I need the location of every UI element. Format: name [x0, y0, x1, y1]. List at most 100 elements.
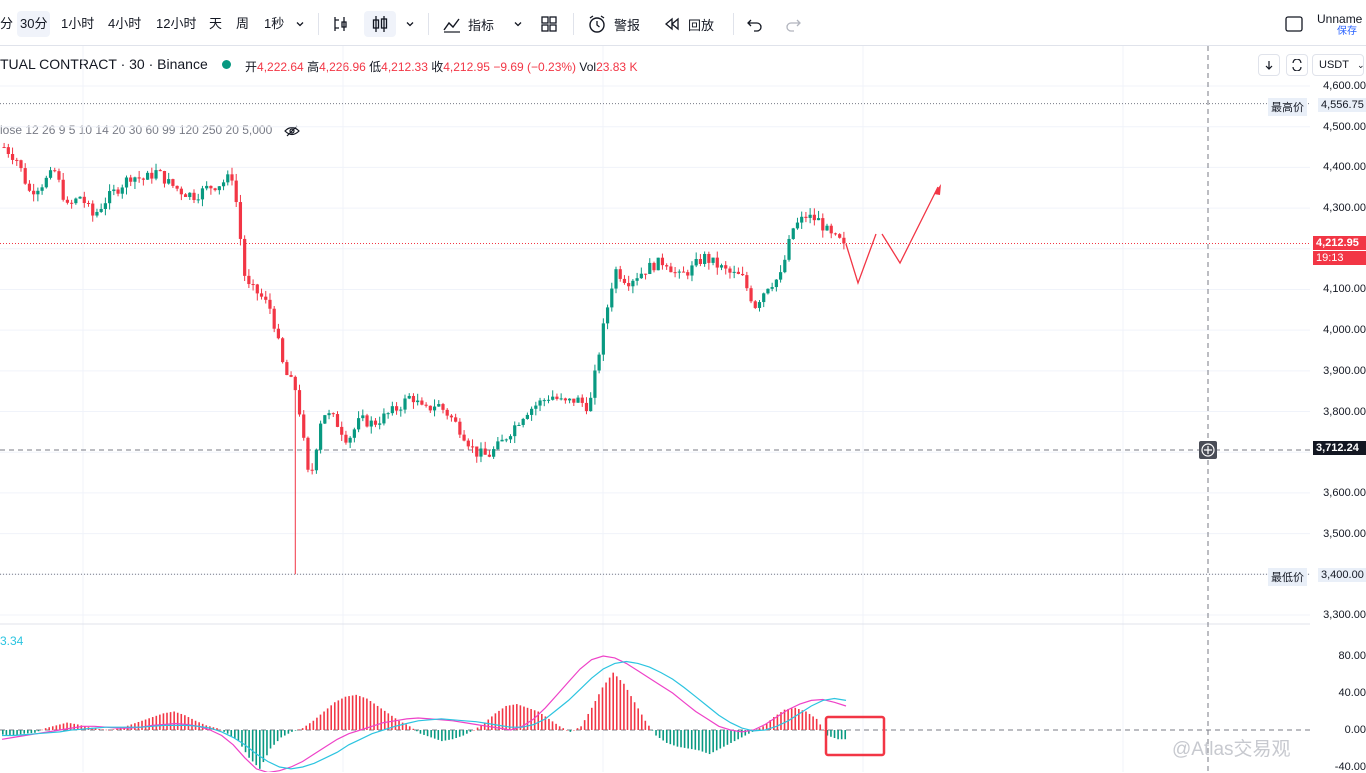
- candle-body: [365, 415, 369, 427]
- macd-histogram-bar: [605, 682, 607, 730]
- macd-histogram-bar: [826, 730, 829, 736]
- alert-button[interactable]: 警报: [586, 11, 640, 37]
- macd-histogram-bar: [833, 730, 836, 739]
- interval-dropdown-chevron-icon[interactable]: [294, 11, 306, 37]
- price-chart[interactable]: [0, 46, 1310, 772]
- candle-body: [200, 188, 205, 200]
- market-status-dot: [222, 60, 231, 69]
- candle-body: [821, 218, 825, 231]
- candle-body: [762, 293, 766, 303]
- candle-body: [538, 400, 542, 406]
- interval-4h[interactable]: 4小时: [108, 16, 142, 31]
- macd-histogram-bar: [501, 708, 504, 730]
- interval-1s[interactable]: 1秒: [264, 16, 285, 31]
- interval-minutes[interactable]: 分: [0, 16, 14, 31]
- macd-histogram-bar: [380, 708, 382, 730]
- candle-body: [196, 199, 200, 201]
- candle-body: [787, 238, 791, 260]
- candle-body: [103, 203, 107, 209]
- macd-histogram-bar: [369, 701, 372, 730]
- currency-selector[interactable]: USDT ⌄: [1312, 54, 1365, 76]
- macd-histogram-bar: [651, 730, 654, 731]
- candle-body: [745, 275, 749, 289]
- templates-grid-icon[interactable]: [539, 11, 559, 37]
- macd-histogram-bar: [798, 709, 800, 730]
- interval-week[interactable]: 周: [236, 16, 250, 31]
- macd-histogram-bar: [469, 730, 472, 732]
- macd-histogram-bar: [255, 730, 258, 766]
- candle-body: [677, 271, 681, 273]
- macd-histogram-bar: [837, 730, 839, 740]
- macd-histogram-bar: [366, 698, 368, 730]
- indicators-dropdown-chevron-icon[interactable]: [512, 11, 524, 37]
- macd-histogram-bar: [5, 730, 8, 735]
- macd-histogram-bar: [30, 730, 33, 734]
- macd-histogram-bar: [316, 717, 318, 730]
- interval-30m[interactable]: 30分: [17, 11, 51, 37]
- candle-body: [428, 405, 432, 411]
- macd-histogram-bar: [34, 730, 36, 733]
- chart-type-dropdown-chevron-icon[interactable]: [404, 11, 416, 37]
- candles-chart-type-icon[interactable]: [364, 11, 396, 37]
- symbol-title[interactable]: TUAL CONTRACT · 30 · Binance: [0, 56, 208, 72]
- macd-legend-value: 3.34: [0, 634, 24, 648]
- macd-histogram-bar: [241, 730, 243, 747]
- candle-body: [669, 266, 673, 273]
- candle-body: [141, 178, 145, 180]
- candle-body: [411, 395, 416, 403]
- price-axis[interactable]: 4,600.00 4,500.00 4,400.00 4,300.00 4,100.00…: [1310, 46, 1366, 773]
- macd-axis-label: 40.00: [1338, 687, 1366, 699]
- macd-histogram-bar: [416, 730, 418, 732]
- eye-hidden-icon: [283, 125, 300, 137]
- macd-histogram-bar: [444, 730, 447, 741]
- candle-body: [825, 225, 829, 231]
- replay-button[interactable]: 回放: [662, 11, 714, 37]
- macd-histogram-bar: [658, 730, 661, 739]
- macd-histogram-bar: [259, 730, 261, 769]
- interval-12h[interactable]: 12小时: [156, 16, 197, 31]
- macd-histogram-bar: [223, 730, 225, 732]
- price-axis-label: 4,000.00: [1323, 324, 1366, 337]
- macd-histogram-bar: [433, 730, 436, 739]
- candle-body: [65, 199, 70, 203]
- macd-histogram-bar: [55, 725, 58, 730]
- macd-histogram-bar: [840, 730, 843, 740]
- macd-histogram-bar: [337, 700, 340, 730]
- macd-histogram-bar: [491, 716, 493, 730]
- undo-icon[interactable]: [745, 11, 765, 37]
- scroll-down-arrow-icon[interactable]: [1258, 54, 1280, 76]
- macd-histogram-bar: [498, 710, 500, 730]
- macd-histogram-bar: [655, 730, 657, 736]
- redo-icon[interactable]: [783, 11, 803, 37]
- interval-day[interactable]: 天: [209, 16, 223, 31]
- fullscreen-square-icon[interactable]: [1284, 11, 1304, 37]
- macd-histogram-bar: [73, 723, 75, 730]
- macd-histogram-bar: [412, 728, 415, 730]
- candle-body: [403, 398, 407, 410]
- candle-body: [95, 211, 99, 216]
- symbol-legend: TUAL CONTRACT · 30 · Binance: [0, 56, 208, 74]
- macd-histogram-bar: [516, 704, 518, 730]
- macd-histogram-bar: [583, 720, 586, 730]
- price-axis-label: 4,300.00: [1323, 202, 1366, 215]
- candle-body: [145, 172, 150, 180]
- bar-style-icon[interactable]: [331, 11, 353, 37]
- candle-body: [162, 171, 167, 184]
- candle-body: [749, 288, 753, 302]
- macd-histogram-bar: [230, 730, 233, 737]
- candle-body: [230, 174, 234, 181]
- indicators-button[interactable]: 指标: [441, 11, 494, 37]
- macd-histogram-bar: [237, 730, 240, 742]
- auto-scale-icon[interactable]: [1286, 54, 1308, 76]
- candle-body: [373, 420, 378, 425]
- macd-histogram-bar: [530, 709, 532, 730]
- interval-1h[interactable]: 1小时: [61, 16, 95, 31]
- candle-body: [327, 413, 331, 416]
- layout-name-block[interactable]: Unname 保存: [1317, 12, 1362, 38]
- candle-body: [504, 439, 508, 441]
- macd-histogram-bar: [601, 687, 604, 730]
- candle-body: [112, 189, 116, 192]
- macd-histogram-bar: [308, 723, 311, 730]
- candle-body: [783, 259, 787, 273]
- candle-body: [593, 370, 597, 398]
